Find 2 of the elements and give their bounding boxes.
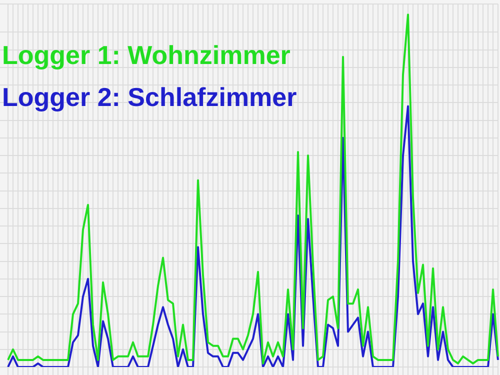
text: Logger 2: Schlafzimmer (2, 81, 297, 114)
text: Logger 1: Wohnzimmer (2, 39, 292, 72)
